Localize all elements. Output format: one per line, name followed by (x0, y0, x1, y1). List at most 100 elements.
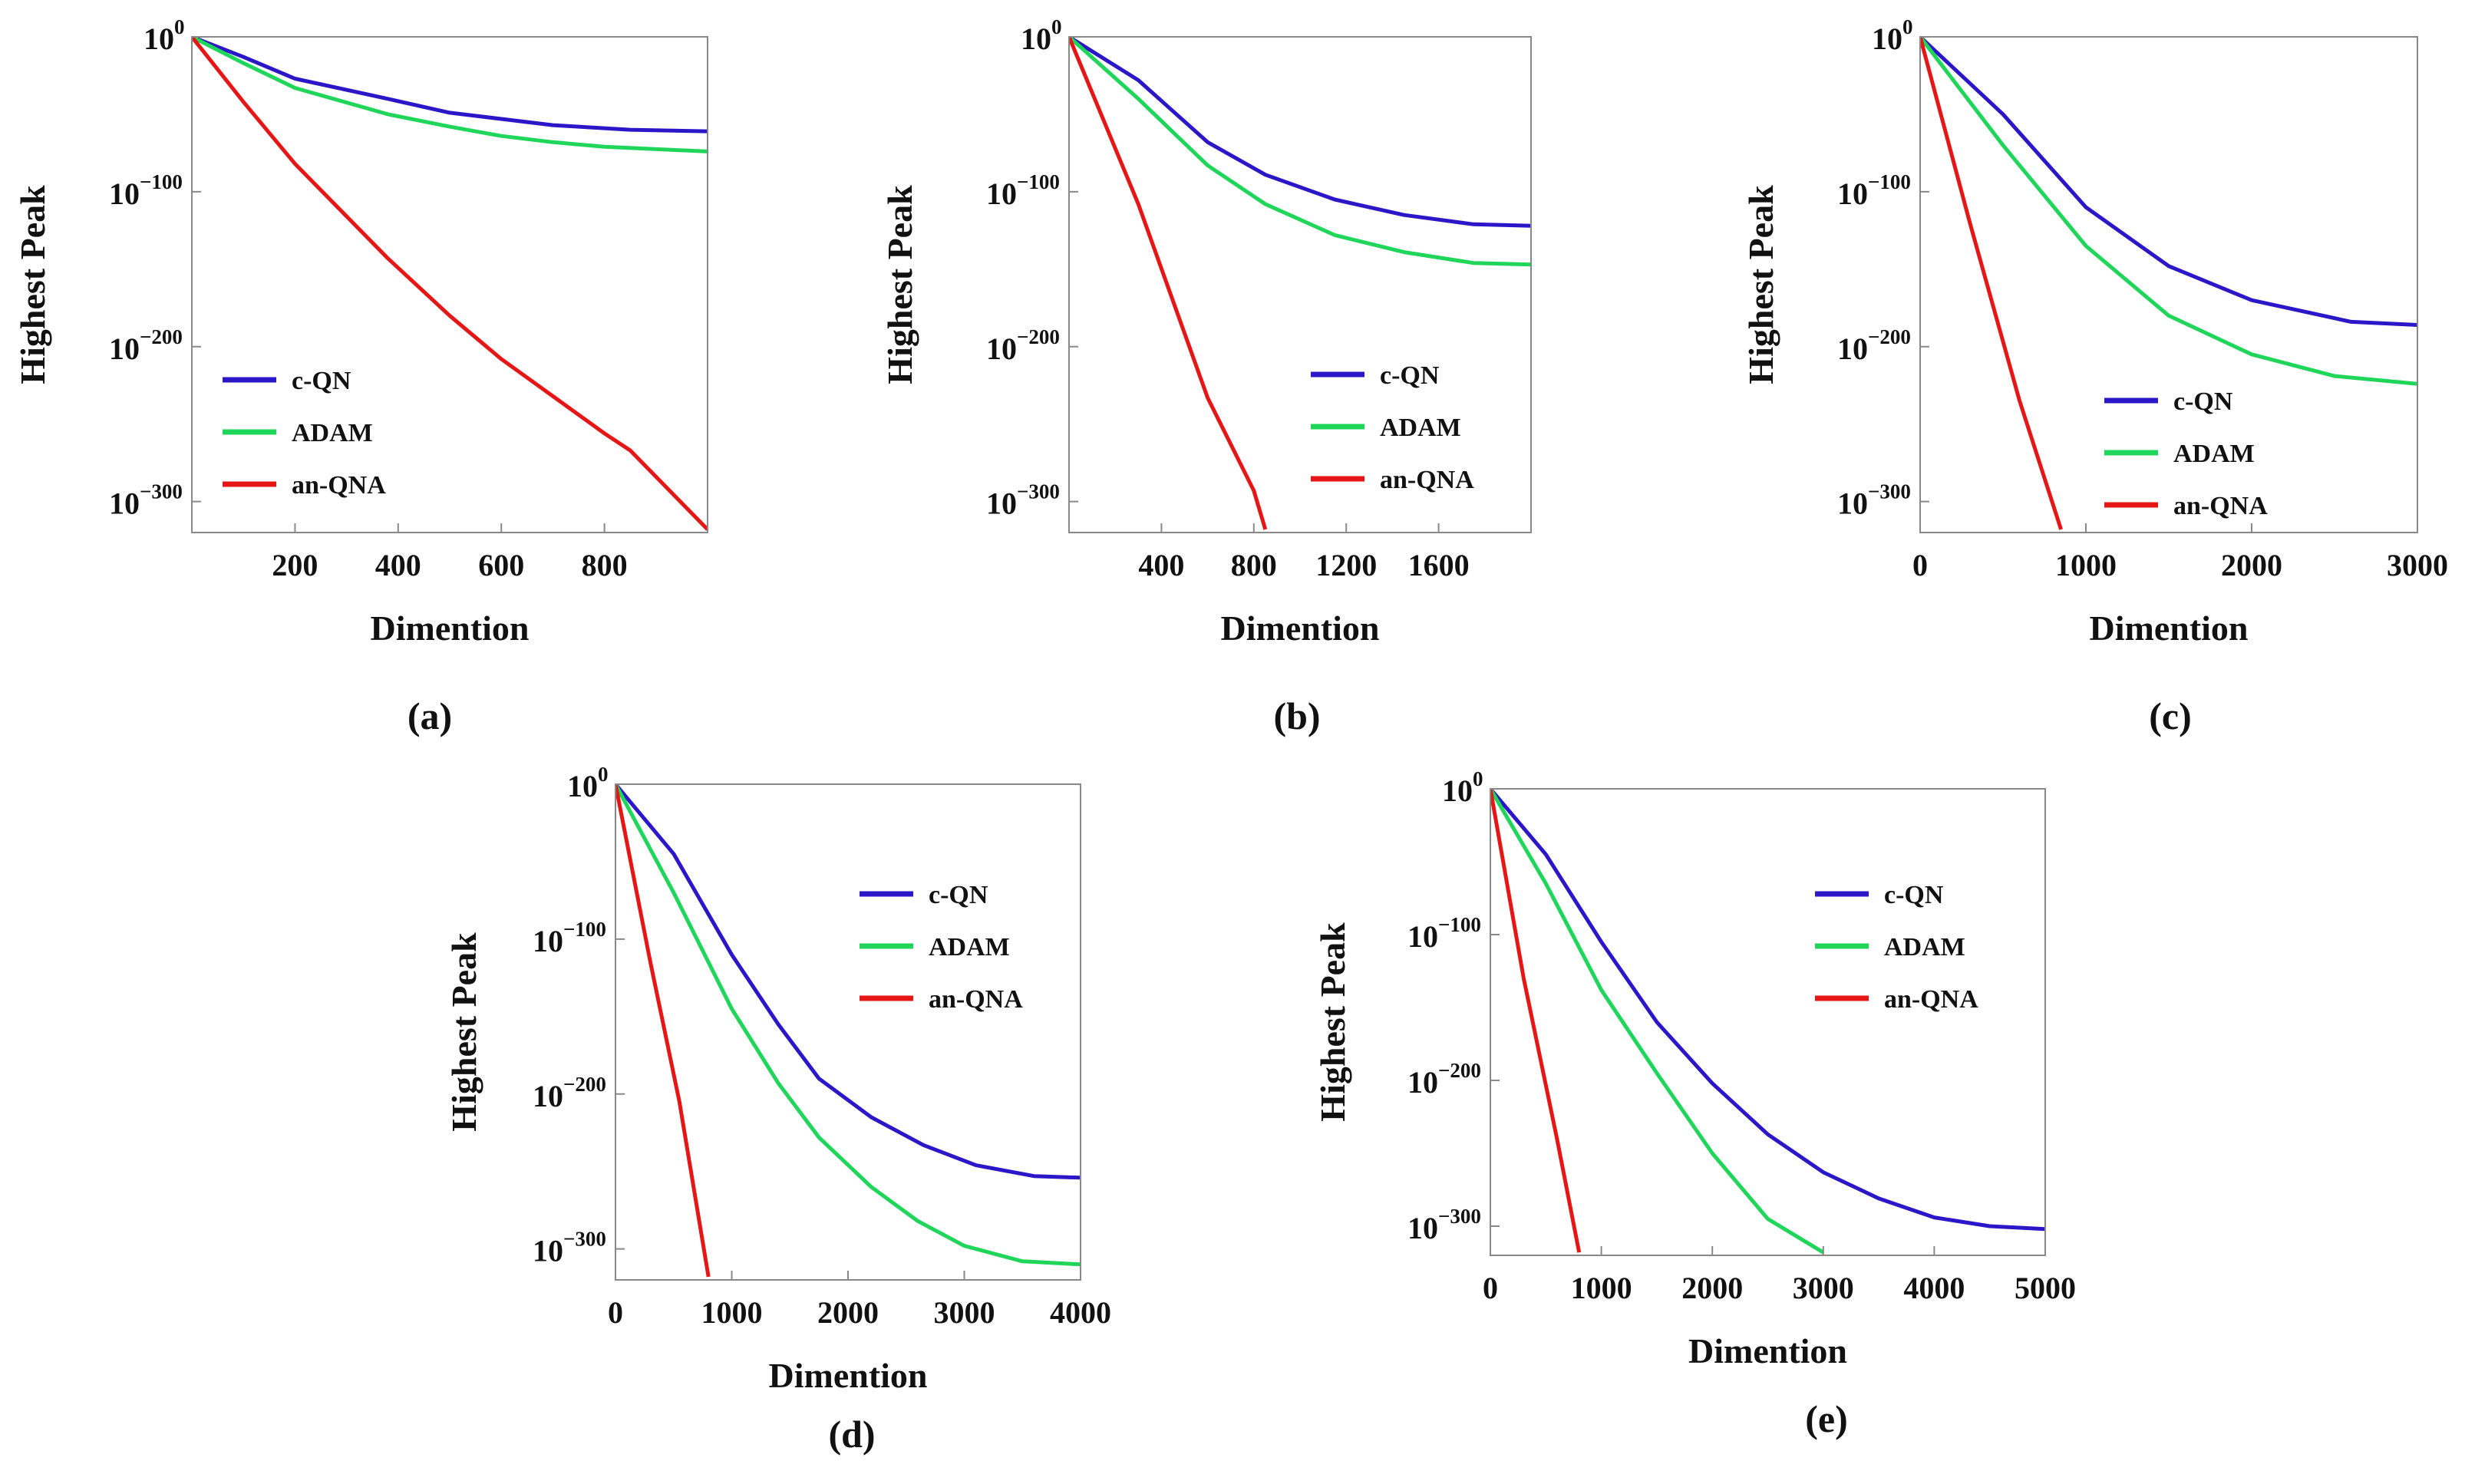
legend-label-adam: ADAM (2173, 440, 2255, 468)
x-axis-label: Dimention (1221, 608, 1380, 648)
y-tick-label: 10 (109, 331, 140, 366)
x-tick-label: 4000 (1903, 1271, 1965, 1305)
y-tick-label: 10 (567, 769, 598, 803)
x-tick-label: 0 (1912, 548, 1928, 582)
series-line-c-qn (1069, 37, 1531, 228)
x-tick-label: 2000 (1681, 1271, 1743, 1305)
legend-label-adam: ADAM (1884, 933, 1965, 961)
series-line-adam (1490, 789, 1825, 1255)
y-tick-label: 10 (1837, 331, 1868, 366)
x-tick-label: 3000 (1793, 1271, 1854, 1305)
x-axis-label: Dimention (1688, 1331, 1847, 1370)
x-tick-label: 0 (608, 1295, 623, 1330)
series-line-c-qn (615, 784, 1081, 1180)
y-tick-exponent: −200 (140, 325, 183, 348)
y-tick-exponent: −100 (140, 170, 183, 193)
y-tick-label: 10 (986, 486, 1017, 521)
legend-label-c-qn: c-QN (1380, 361, 1440, 390)
y-tick-exponent: −200 (563, 1073, 606, 1096)
y-tick-label: 10 (1837, 176, 1868, 211)
y-tick-label: 10 (986, 331, 1017, 366)
x-tick-label: 2000 (2221, 548, 2282, 582)
series-line-an-qna (192, 37, 708, 531)
x-tick-label: 1000 (701, 1295, 763, 1330)
legend-label-an-qna: an-QNA (1884, 985, 1978, 1014)
legend-label-c-qn: c-QN (292, 367, 351, 395)
y-tick-label: 10 (1837, 486, 1868, 521)
y-tick-exponent: −300 (1438, 1205, 1481, 1228)
y-tick-label: 10 (144, 21, 174, 56)
y-tick-label: 10 (1407, 1065, 1438, 1100)
x-tick-label: 400 (1138, 548, 1184, 582)
plot-frame (1068, 36, 1532, 533)
x-tick-label: 2000 (817, 1295, 879, 1330)
y-axis-label: Highest Peak (880, 185, 919, 384)
y-tick-label: 10 (1021, 21, 1051, 56)
x-tick-label: 3000 (934, 1295, 995, 1330)
y-tick-exponent: −100 (1017, 170, 1060, 193)
y-tick-label: 10 (109, 486, 140, 521)
legend-label-c-qn: c-QN (929, 881, 988, 909)
y-tick-label: 10 (986, 176, 1017, 211)
y-tick-exponent: 0 (1051, 15, 1062, 38)
series-line-adam (1920, 37, 2417, 386)
legend: c-QN ADAM an-QNA (2104, 387, 2268, 520)
legend-label-c-qn: c-QN (2173, 387, 2233, 416)
legend: c-QN ADAM an-QNA (1311, 361, 1474, 494)
y-tick-exponent: 0 (1902, 15, 1913, 38)
y-axis-label: Highest Peak (444, 932, 483, 1132)
y-tick-exponent: 0 (1473, 767, 1483, 790)
legend: c-QN ADAM an-QNA (1815, 881, 1978, 1014)
panel-label: (d) (828, 1413, 875, 1456)
y-tick-label: 10 (1442, 773, 1473, 808)
x-tick-label: 1000 (2055, 548, 2117, 582)
y-tick-exponent: −300 (1017, 480, 1060, 503)
y-tick-exponent: −100 (563, 918, 606, 941)
x-tick-label: 1200 (1315, 548, 1377, 582)
y-tick-label: 10 (1872, 21, 1902, 56)
series-line-an-qna (615, 784, 711, 1278)
y-tick-exponent: −300 (140, 480, 183, 503)
legend-label-an-qna: an-QNA (1380, 466, 1474, 494)
legend-label-c-qn: c-QN (1884, 881, 1944, 909)
series-line-c-qn (1920, 37, 2417, 327)
legend-label-adam: ADAM (1380, 414, 1461, 442)
y-tick-label: 10 (533, 924, 563, 958)
x-tick-label: 200 (272, 548, 318, 582)
legend-label-an-qna: an-QNA (929, 985, 1023, 1014)
y-tick-exponent: 0 (598, 763, 609, 786)
y-tick-exponent: −200 (1868, 325, 1911, 348)
y-tick-label: 10 (533, 1079, 563, 1113)
x-tick-label: 400 (375, 548, 421, 582)
y-tick-label: 10 (1407, 919, 1438, 954)
panel-label: (e) (1805, 1397, 1848, 1440)
plot-frame (1490, 788, 2046, 1256)
x-tick-label: 3000 (2387, 548, 2448, 582)
legend-label-an-qna: an-QNA (292, 471, 386, 500)
series-line-adam (615, 784, 1081, 1267)
x-tick-label: 800 (582, 548, 628, 582)
y-axis-label: Highest Peak (13, 185, 52, 384)
y-tick-exponent: −300 (563, 1228, 606, 1251)
y-tick-exponent: −100 (1438, 913, 1481, 936)
plot-frame (615, 783, 1081, 1281)
series-line-adam (1069, 37, 1531, 267)
series-line-an-qna (1920, 37, 2063, 530)
panel-label: (c) (2149, 694, 2192, 737)
legend-label-an-qna: an-QNA (2173, 492, 2268, 520)
y-tick-exponent: 0 (174, 15, 185, 38)
panel-label: (b) (1273, 694, 1320, 737)
x-tick-label: 4000 (1050, 1295, 1111, 1330)
series-line-an-qna (1490, 789, 1582, 1253)
panel-label: (a) (408, 694, 452, 737)
legend: c-QN ADAM an-QNA (860, 881, 1023, 1014)
y-tick-exponent: −200 (1438, 1059, 1481, 1082)
x-axis-label: Dimention (371, 608, 530, 648)
x-tick-label: 0 (1483, 1271, 1498, 1305)
